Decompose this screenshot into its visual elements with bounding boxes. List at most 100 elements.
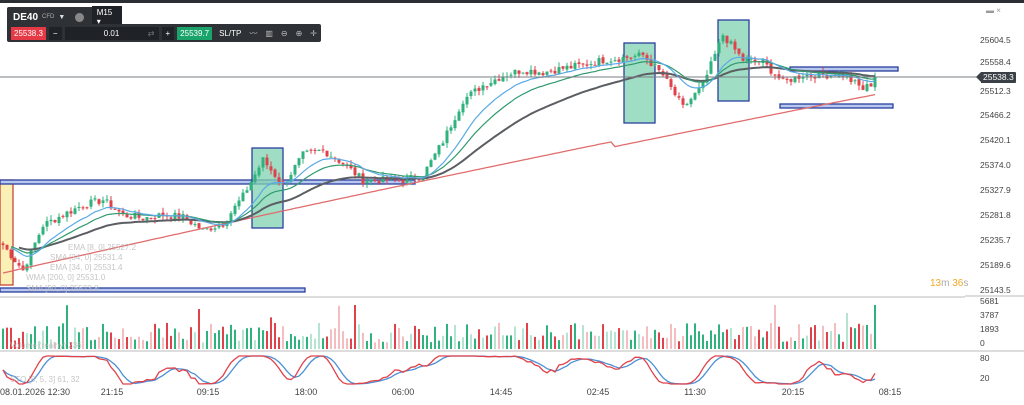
volume-bar — [94, 339, 96, 349]
candle-body — [365, 181, 369, 184]
volume-bar — [582, 325, 584, 349]
volume-bar — [202, 342, 204, 349]
legend-ma50[interactable]: SMA [50, 0] 25523.8 — [26, 284, 99, 293]
volume-bar — [766, 331, 768, 349]
volume-bar — [266, 331, 268, 349]
info-icon[interactable] — [75, 12, 84, 22]
timeframe-label: M15 — [96, 8, 113, 17]
volume-bar — [326, 336, 328, 349]
candle-body — [33, 242, 37, 249]
volume-bar — [802, 338, 804, 349]
candle-body — [441, 143, 445, 146]
candle-body — [849, 75, 853, 83]
candle-body — [305, 150, 309, 152]
volume-bar — [734, 339, 736, 349]
volume-bar — [674, 327, 676, 349]
volume-bar — [142, 340, 144, 349]
candle-body — [625, 56, 629, 58]
volume-bar — [398, 327, 400, 349]
sell-button[interactable]: 25538.3 — [11, 26, 46, 40]
zoom-in-icon[interactable]: ⊕ — [295, 28, 303, 38]
increase-quantity-button[interactable]: + — [161, 26, 175, 40]
legend-ema[interactable]: EMA [8, 0] 25527.2 — [68, 243, 137, 252]
volume-bar — [498, 322, 500, 349]
candle-body — [541, 73, 545, 76]
volume-bar — [426, 335, 428, 349]
candle-body — [729, 41, 733, 44]
volume-bar — [486, 335, 488, 349]
decrease-quantity-button[interactable]: − — [48, 26, 62, 40]
volume-bar — [862, 325, 864, 349]
candle-body — [261, 157, 265, 168]
candle-body — [513, 69, 517, 75]
current-price-label: 25538.3 — [976, 72, 1016, 83]
volume-bar — [538, 339, 540, 349]
time-tick: 20:15 — [781, 387, 805, 397]
candle-body — [277, 177, 281, 183]
volume-bar — [854, 328, 856, 349]
candle-body — [185, 215, 189, 220]
candle-body — [609, 61, 613, 63]
window-controls: ▬ × — [986, 6, 1001, 15]
symbol-dropdown-icon[interactable]: ▼ — [58, 13, 66, 21]
candle-body — [5, 244, 9, 250]
candle-body — [217, 225, 221, 228]
legend-ema34[interactable]: EMA [34, 0] 25531.4 — [50, 263, 123, 272]
candle-body — [61, 215, 65, 217]
candle-body — [861, 85, 865, 90]
legend-volume[interactable]: Volume (realny) 236 — [10, 341, 82, 350]
candle-body — [493, 79, 497, 84]
close-icon[interactable]: × — [996, 6, 1001, 15]
volume-tick: 1893 — [980, 324, 999, 334]
candle-body — [437, 145, 441, 155]
symbol-name[interactable]: DE40 — [13, 11, 39, 23]
candle-body — [745, 58, 749, 61]
legend-stochastic[interactable]: STO [8, 5, 3] 61, 32 — [10, 375, 80, 384]
volume-bar — [278, 337, 280, 349]
time-tick: 21:15 — [100, 387, 124, 397]
candle-body — [381, 176, 385, 183]
candle-body — [449, 127, 453, 131]
candle-body — [529, 69, 533, 75]
volume-bar — [354, 305, 356, 349]
support-resistance-zone — [0, 179, 416, 185]
buy-button[interactable]: 25539.7 — [177, 26, 213, 40]
candle-body — [629, 57, 633, 59]
time-tick: 08:15 — [878, 387, 902, 397]
legend-wma200[interactable]: WMA [200, 0] 25531.0 — [26, 273, 106, 282]
candle-body — [517, 70, 521, 74]
minimize-icon[interactable]: ▬ — [986, 6, 994, 15]
legend-ma34[interactable]: SMA [34, 0] 25531.4 — [50, 253, 123, 262]
zoom-out-icon[interactable]: ⊖ — [280, 28, 288, 38]
volume-bar — [294, 336, 296, 349]
volume-tick: 3787 — [980, 310, 999, 320]
ema-fast-line — [10, 56, 876, 258]
wma-200-line — [2, 93, 876, 274]
stoch-tick: 80 — [980, 353, 990, 363]
candle-body — [125, 214, 129, 218]
timeframe-select[interactable]: M15 ▾ — [91, 6, 122, 28]
volume-bar — [2, 328, 4, 349]
candle-body — [773, 74, 777, 76]
volume-bar — [594, 335, 596, 349]
candle-body — [521, 72, 525, 74]
candles-icon[interactable]: ▥ — [265, 28, 273, 38]
volume-bar — [86, 327, 88, 349]
support-resistance-zone — [779, 103, 894, 109]
quantity-input[interactable]: 0.01 ⇄ — [64, 26, 159, 40]
line-chart-icon[interactable]: 〰 — [249, 28, 258, 38]
volume-bar — [38, 341, 40, 349]
candle-body — [361, 173, 365, 185]
volume-bar — [602, 324, 604, 349]
swap-icon[interactable]: ⇄ — [147, 28, 155, 38]
volume-bar — [458, 341, 460, 349]
candle-body — [801, 77, 805, 79]
volume-bar — [138, 336, 140, 349]
candle-body — [445, 130, 449, 144]
sltp-button[interactable]: SL/TP — [219, 28, 242, 38]
crosshair-icon[interactable]: ✛ — [310, 28, 317, 38]
volume-bar — [174, 328, 176, 349]
candle-body — [321, 149, 325, 151]
candle-body — [69, 211, 73, 214]
